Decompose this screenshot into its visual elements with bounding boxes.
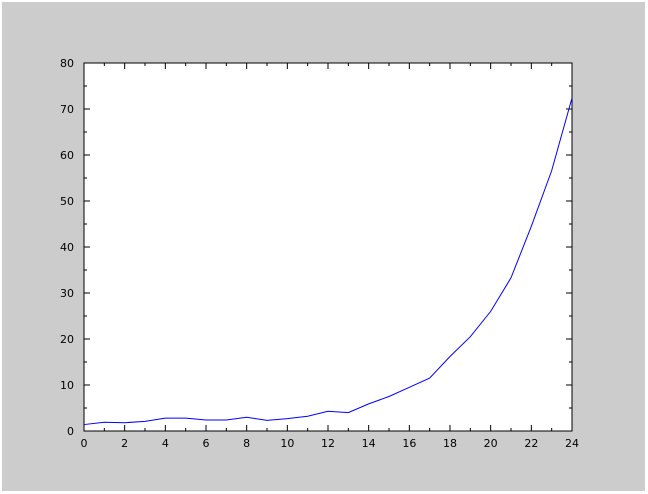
x-tick-label: 10 [280, 437, 294, 450]
x-tick-label: 6 [203, 437, 210, 450]
x-tick-label: 22 [524, 437, 538, 450]
y-tick-label: 40 [60, 241, 74, 254]
y-tick-label: 20 [60, 333, 74, 346]
x-tick-label: 16 [402, 437, 416, 450]
x-tick-label: 4 [162, 437, 169, 450]
y-tick-label: 50 [60, 195, 74, 208]
x-tick-label: 18 [443, 437, 457, 450]
x-tick-label: 8 [243, 437, 250, 450]
y-tick-label: 30 [60, 287, 74, 300]
y-tick-label: 70 [60, 103, 74, 116]
y-tick-label: 0 [67, 425, 74, 438]
x-tick-label: 20 [484, 437, 498, 450]
tick-marks [83, 62, 573, 432]
y-tick-label: 80 [60, 57, 74, 70]
series-line-0 [83, 97, 573, 426]
series-layer [83, 97, 573, 426]
x-tick-label: 12 [321, 437, 335, 450]
plot-area [83, 62, 573, 432]
x-tick-label: 24 [565, 437, 579, 450]
x-tick-label: 14 [362, 437, 376, 450]
y-tick-label: 60 [60, 149, 74, 162]
x-tick-label: 0 [81, 437, 88, 450]
y-tick-label: 10 [60, 379, 74, 392]
x-tick-label: 2 [121, 437, 128, 450]
